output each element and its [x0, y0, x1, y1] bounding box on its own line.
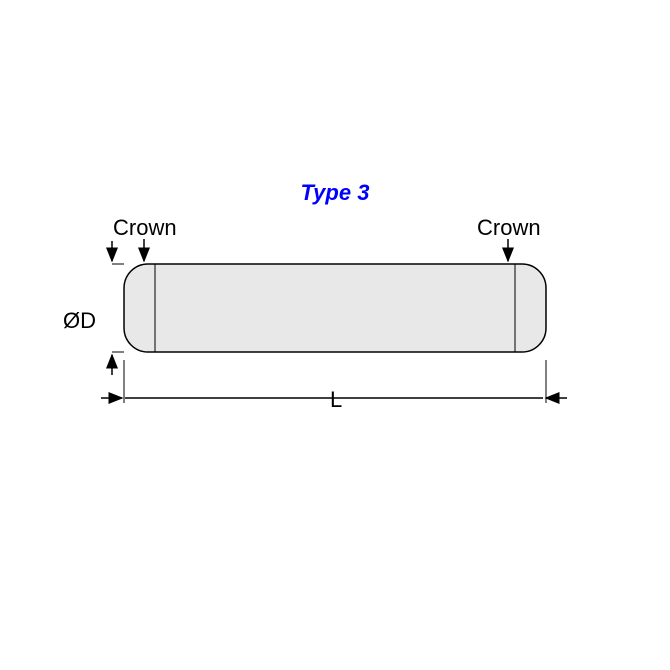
diameter-label: ØD: [63, 308, 96, 334]
pin-body: [124, 264, 546, 352]
crown-label-left: Crown: [113, 215, 177, 241]
crown-label-right: Crown: [477, 215, 541, 241]
length-label: L: [330, 387, 342, 413]
pin-diagram: [0, 0, 670, 670]
diagram-title: Type 3: [301, 180, 370, 206]
